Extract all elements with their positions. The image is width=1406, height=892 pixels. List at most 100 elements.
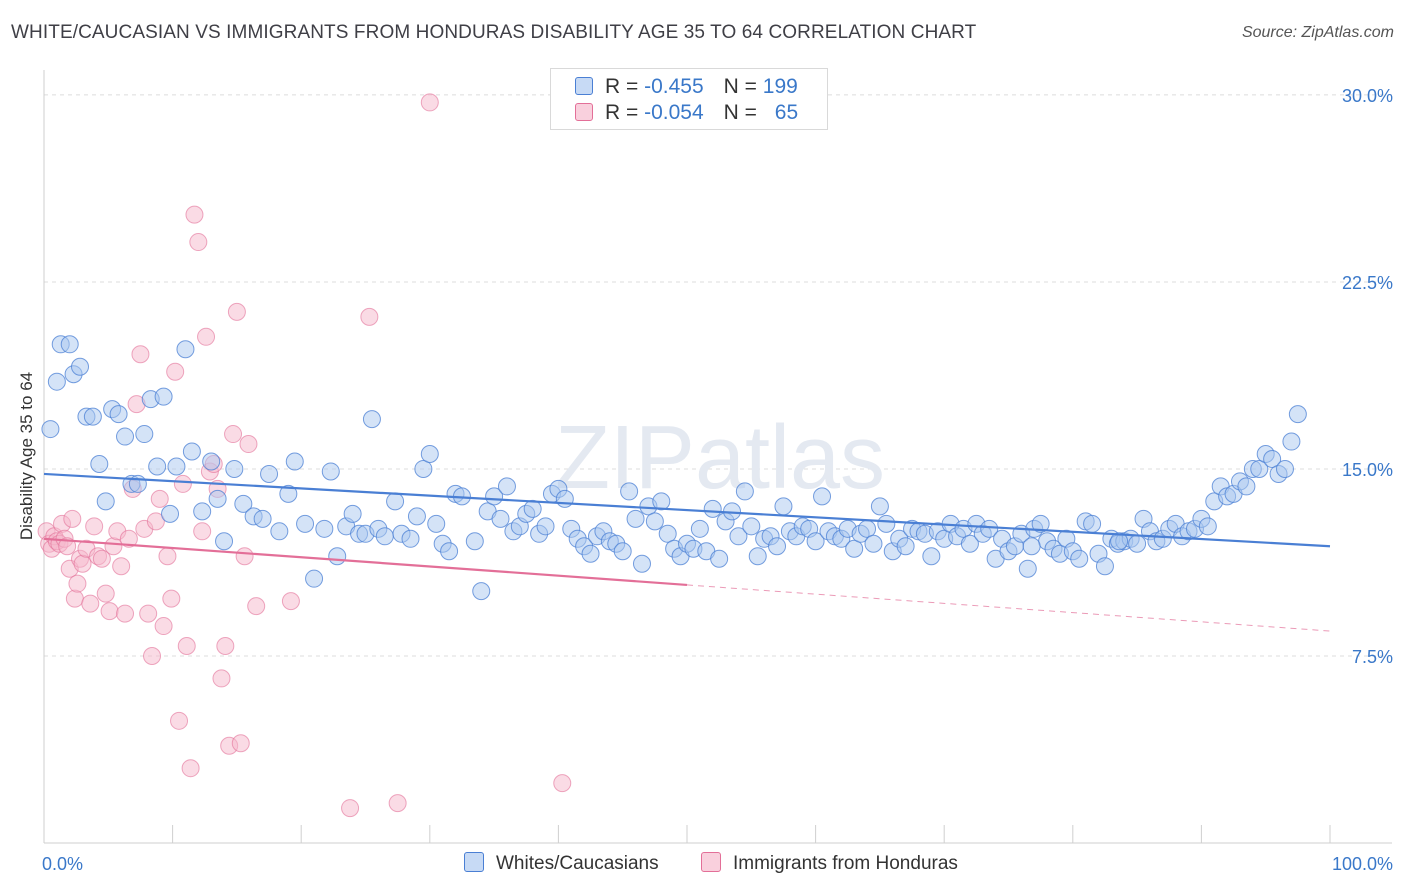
source-label: Source: ZipAtlas.com [1241,24,1394,41]
x-tick-label: 100.0% [1332,854,1393,874]
legend-row-whites: R = -0.455 N = 199 [575,75,798,99]
data-point-whites [285,452,304,471]
data-point-whites [652,492,671,511]
y-tick-label: 7.5% [1352,647,1393,667]
data-point-whites [870,497,889,516]
data-point-whites [96,492,115,511]
data-point-honduras [100,602,119,621]
axes [43,70,1392,844]
data-point-whites [1128,534,1147,553]
data-point-whites [234,494,253,513]
data-point-whites [1018,559,1037,578]
data-point-whites [1022,537,1041,556]
data-point-whites [260,464,279,483]
data-point-whites [1282,432,1301,451]
data-point-honduras [158,547,177,566]
data-point-honduras [177,637,196,656]
n-value-honduras: 65 [774,101,799,124]
data-point-whites [581,544,600,563]
data-point-whites [215,532,234,551]
data-point-whites [555,489,574,508]
data-point-whites [270,522,289,541]
watermark: ZIPatlas [555,408,885,508]
data-point-whites [735,482,754,501]
data-point-whites [690,519,709,538]
data-point-whites [620,482,639,501]
data-point-whites [980,519,999,538]
data-point-whites [658,524,677,543]
bottom-swatch-pink [701,852,721,872]
data-point-honduras [189,233,208,252]
data-point-whites [315,519,334,538]
data-point-honduras [154,617,173,636]
data-point-honduras [119,529,138,548]
data-point-whites [729,527,748,546]
data-point-whites [774,497,793,516]
data-point-whites [858,519,877,538]
data-point-whites [645,512,664,531]
data-point-whites [202,452,221,471]
data-point-whites [161,504,180,523]
data-point-whites [176,340,195,359]
data-point-whites [375,527,394,546]
data-point-whites [1263,449,1282,468]
data-point-whites [407,507,426,526]
stats-legend: R = -0.455 N = 199 R = -0.054 N = 65 [550,68,828,130]
data-point-whites [1198,517,1217,536]
data-point-honduras [65,589,84,608]
data-point-whites [813,487,832,506]
data-point-honduras [227,302,246,321]
y-tick-label: 22.5% [1342,273,1393,293]
data-point-whites [154,387,173,406]
data-point-honduras [58,537,77,556]
data-point-honduras [216,637,235,656]
data-point-whites [845,539,864,558]
data-point-whites [922,547,941,566]
bottom-swatch-blue [464,852,484,872]
data-point-whites [710,549,729,568]
data-point-whites [116,427,135,446]
data-point-whites [864,534,883,553]
data-point-honduras [96,584,115,603]
data-point-honduras [85,517,104,536]
data-point-whites [1095,557,1114,576]
chart-title: WHITE/CAUCASIAN VS IMMIGRANTS FROM HONDU… [11,22,977,43]
data-point-whites [148,457,167,476]
legend-row-honduras: R = -0.054 N = 65 [575,101,798,125]
data-point-whites [1110,532,1129,551]
data-point-honduras [81,594,100,613]
trend-lines [43,472,1331,632]
data-point-honduras [173,474,192,493]
data-point-honduras [63,509,82,528]
data-point-honduras [166,362,185,381]
data-point-whites [465,532,484,551]
y-axis-label: Disability Age 35 to 64 [17,371,36,541]
data-point-whites [41,420,60,439]
data-point-whites [1250,459,1269,478]
data-point-whites [414,459,433,478]
data-point-honduras [193,522,212,541]
data-point-whites [305,569,324,588]
data-point-whites [109,405,128,424]
data-point-honduras [235,547,254,566]
data-point-whites [386,492,405,511]
data-point-whites [427,514,446,533]
data-point-honduras [68,574,87,593]
legend-swatch-pink [575,103,593,121]
data-point-whites [253,509,272,528]
data-point-honduras [104,537,123,556]
data-point-honduras [112,557,131,576]
data-point-whites [225,459,244,478]
data-point-honduras [341,799,360,818]
data-point-whites [440,542,459,561]
data-point-whites [1237,477,1256,496]
data-point-whites [83,407,102,426]
gridlines [44,94,1392,657]
data-point-honduras [197,327,216,346]
data-point-whites [420,445,439,464]
trend-line-honduras [43,537,688,587]
data-point-whites [362,410,381,429]
data-point-whites [806,532,825,551]
bottom-legend-whites: Whites/Caucasians [464,852,659,875]
